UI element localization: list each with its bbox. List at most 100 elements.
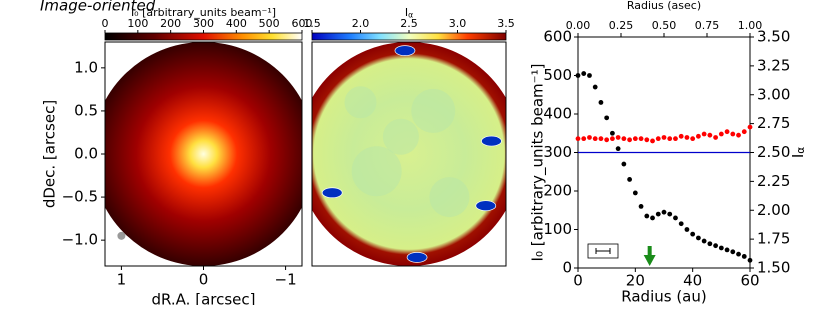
y2-tick-label: 2.00 [757, 201, 790, 219]
y-tick-label: 300 [543, 143, 572, 161]
data-point [650, 138, 655, 144]
colorbar-label: Iα [405, 6, 413, 19]
y-tick-label: −1.0 [62, 231, 98, 249]
data-point [673, 215, 678, 221]
data-point [592, 84, 598, 90]
x2-axis-label: Radius (asec) [627, 0, 701, 12]
colorbar-tick-label: 300 [193, 17, 214, 30]
data-point [736, 132, 741, 138]
x2-tick-label: 0.25 [609, 19, 634, 32]
texture [382, 118, 419, 155]
data-point [581, 71, 587, 76]
data-point [690, 231, 696, 237]
colorbar-label: I₀ [arbitrary_units beam⁻¹] [131, 6, 276, 19]
x-tick-label: 0 [199, 271, 209, 289]
data-point [632, 190, 638, 196]
data-point [707, 241, 713, 247]
data-point [632, 136, 638, 142]
data-point [650, 215, 655, 221]
y2-axis-label: Iα [789, 147, 808, 158]
data-point [661, 209, 667, 215]
data-point [655, 211, 661, 217]
data-point [661, 135, 667, 140]
y2-tick-label: 3.25 [757, 56, 790, 74]
y2-axis-label-base: I [789, 154, 807, 158]
colorbar-tick-label: 3.5 [497, 17, 515, 30]
x-tick-label: 1 [117, 271, 127, 289]
disk [105, 42, 302, 266]
colorbar-tick-label: 0 [102, 17, 109, 30]
x-tick-label: 40 [683, 272, 702, 290]
data-point [667, 211, 673, 217]
data-point [696, 235, 701, 241]
y-tick-label: 0.5 [74, 101, 98, 119]
colorbar-tick-label: 100 [127, 17, 148, 30]
texture [344, 86, 377, 119]
data-point [604, 137, 610, 143]
y-axis-label: dDec. [arcsec] [41, 100, 59, 208]
data-point [684, 135, 690, 140]
colorbar [311, 32, 507, 41]
data-point [678, 133, 684, 139]
x-tick-label: −1 [275, 271, 297, 289]
colorbar-label-sub: α [408, 10, 413, 19]
data-point [741, 254, 747, 259]
colorbar-tick-label: 2.0 [352, 17, 370, 30]
colorbar-tick-label: 600 [292, 17, 313, 30]
y-tick-label: 0 [562, 259, 572, 277]
disk [312, 42, 506, 266]
map-image [105, 42, 302, 266]
map-image [312, 42, 506, 266]
y-tick-label: 600 [543, 28, 572, 46]
x-tick-label: 20 [626, 272, 645, 290]
data-point [724, 247, 730, 253]
x2-tick-label: 0.75 [695, 19, 720, 32]
y2-tick-label: 1.50 [757, 259, 790, 277]
data-point [747, 124, 753, 130]
data-point [724, 129, 730, 135]
y-tick-label: 500 [543, 66, 572, 84]
artifact [394, 45, 416, 56]
x-axis-label: dR.A. [arcsec] [152, 291, 256, 306]
data-point [575, 73, 581, 78]
data-point [587, 73, 592, 78]
data-point [684, 227, 690, 232]
data-point [701, 238, 707, 244]
x-axis-label: Radius (au) [621, 288, 706, 306]
data-point [615, 135, 621, 140]
x2-tick-label: 1.00 [738, 19, 763, 32]
data-point [604, 115, 610, 121]
data-point [610, 136, 615, 142]
data-point [701, 131, 707, 137]
x2-tick-label: 0.00 [566, 19, 591, 32]
data-point [678, 221, 684, 227]
y-tick-label: 0.0 [74, 145, 98, 163]
texture [411, 88, 456, 133]
colorbar-tick-label: 500 [259, 17, 280, 30]
data-point [638, 136, 644, 142]
axes-frame [311, 41, 507, 267]
colorbar-tick-label: 400 [226, 17, 247, 30]
colorbar-tick-label: 2.5 [400, 17, 418, 30]
artifact [481, 135, 502, 147]
data-point [644, 213, 650, 219]
colorbar [104, 32, 303, 41]
data-point [690, 136, 696, 142]
data-point [667, 136, 673, 142]
y2-axis-label-sub: α [795, 147, 807, 154]
data-point [730, 249, 736, 255]
data-point [730, 131, 736, 137]
data-point [621, 161, 627, 167]
y-tick-label: 100 [543, 220, 572, 238]
data-point [592, 136, 598, 142]
data-point [627, 137, 632, 143]
y2-tick-label: 1.75 [757, 230, 790, 248]
beam [117, 231, 126, 240]
y2-tick-label: 2.25 [757, 172, 790, 190]
data-point [655, 136, 661, 142]
y-tick-label: −0.5 [62, 188, 98, 206]
x-tick-label: 60 [740, 272, 759, 290]
data-point [713, 243, 718, 249]
colorbar-label-base: I [405, 6, 408, 19]
y-tick-label: 1.0 [74, 58, 98, 76]
